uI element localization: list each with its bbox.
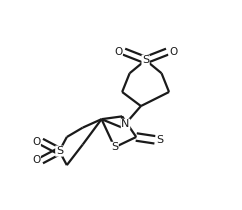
Text: N: N [121,119,130,129]
Text: O: O [169,47,177,57]
Text: S: S [111,142,118,152]
Text: S: S [142,55,149,65]
Text: O: O [114,47,122,57]
Text: O: O [32,137,40,147]
Text: O: O [32,155,40,165]
Text: S: S [156,135,163,145]
Text: S: S [56,146,63,156]
